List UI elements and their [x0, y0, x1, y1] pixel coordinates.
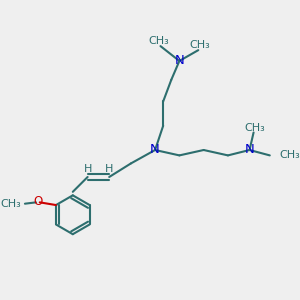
Text: N: N	[150, 143, 160, 157]
Text: H: H	[105, 164, 113, 174]
Text: H: H	[83, 164, 92, 174]
Text: CH₃: CH₃	[244, 123, 265, 133]
Text: CH₃: CH₃	[149, 36, 170, 46]
Text: O: O	[34, 195, 43, 208]
Text: N: N	[175, 54, 184, 68]
Text: CH₃: CH₃	[0, 199, 21, 209]
Text: N: N	[245, 143, 254, 157]
Text: CH₃: CH₃	[279, 150, 300, 161]
Text: CH₃: CH₃	[189, 40, 210, 50]
